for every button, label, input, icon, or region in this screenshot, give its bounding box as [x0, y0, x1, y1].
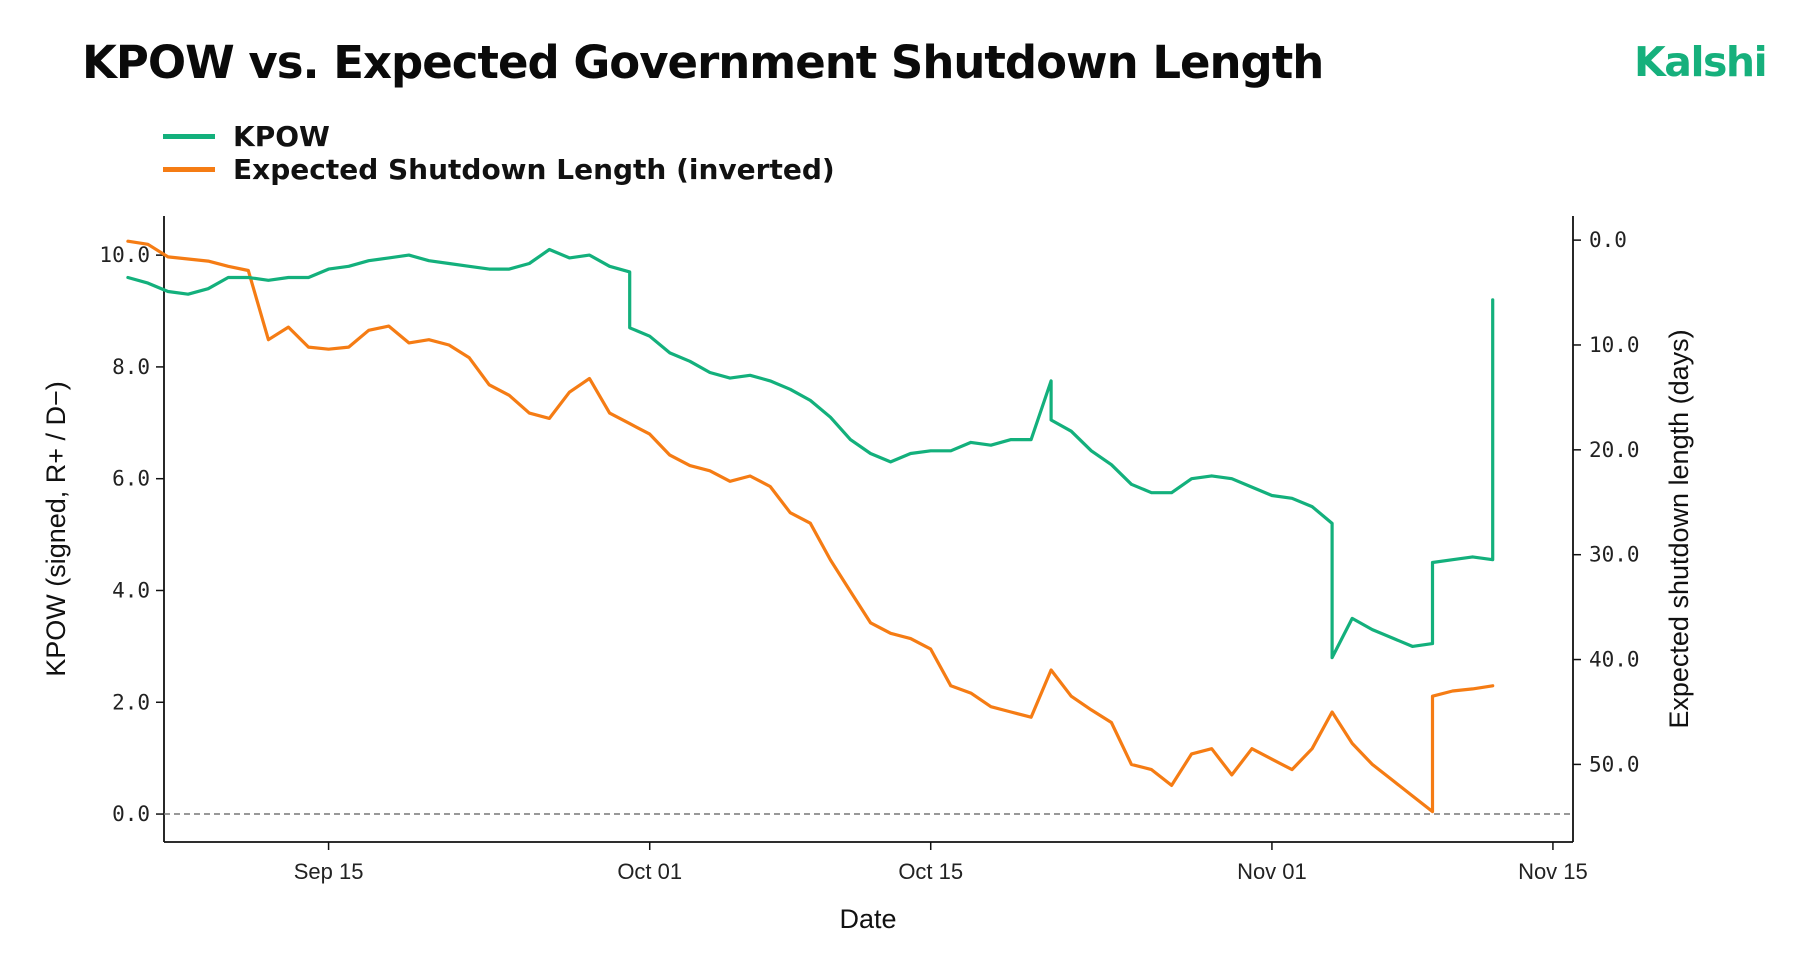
y-left-tick-label: 2.0 — [112, 690, 150, 714]
y-left-tick-label: 6.0 — [112, 467, 150, 491]
y-right-tick-label: 40.0 — [1589, 648, 1640, 672]
x-tick-label: Sep 15 — [294, 859, 364, 884]
y-right-tick-label: 50.0 — [1589, 752, 1640, 776]
legend-item-kpow: KPOW — [163, 120, 835, 153]
plot-frame — [163, 216, 1574, 843]
kpow-series-line — [126, 247, 1495, 660]
legend-swatch-shutdown — [163, 167, 215, 172]
y-right-tick-label: 30.0 — [1589, 543, 1640, 567]
shutdown-length-series-line — [126, 239, 1495, 814]
y-left-tick-label: 8.0 — [112, 355, 150, 379]
y-axis-right-label: Expected shutdown length (days) — [1664, 329, 1694, 728]
brand-logo: Kalshi — [1634, 38, 1768, 86]
x-tick-label: Nov 15 — [1518, 859, 1588, 884]
y-right-tick-label: 20.0 — [1589, 438, 1640, 462]
legend-item-shutdown: Expected Shutdown Length (inverted) — [163, 153, 835, 186]
x-tick-label: Oct 01 — [617, 859, 682, 884]
x-axis-label: Date — [839, 904, 896, 934]
y-left-tick-label: 10.0 — [99, 243, 150, 267]
x-tick-label: Oct 15 — [898, 859, 963, 884]
legend-label-kpow: KPOW — [233, 120, 330, 153]
y-right-tick-label: 10.0 — [1589, 333, 1640, 357]
y-right-tick-label: 0.0 — [1589, 228, 1627, 252]
y-left-tick-label: 0.0 — [112, 802, 150, 826]
y-left-tick-label: 4.0 — [112, 578, 150, 602]
legend-label-shutdown: Expected Shutdown Length (inverted) — [233, 153, 835, 186]
x-tick-label: Nov 01 — [1237, 859, 1307, 884]
chart-title: KPOW vs. Expected Government Shutdown Le… — [82, 36, 1324, 89]
legend-swatch-kpow — [163, 134, 215, 139]
y-axis-left-label: KPOW (signed, R+ / D−) — [41, 381, 71, 677]
legend: KPOW Expected Shutdown Length (inverted) — [163, 120, 835, 186]
